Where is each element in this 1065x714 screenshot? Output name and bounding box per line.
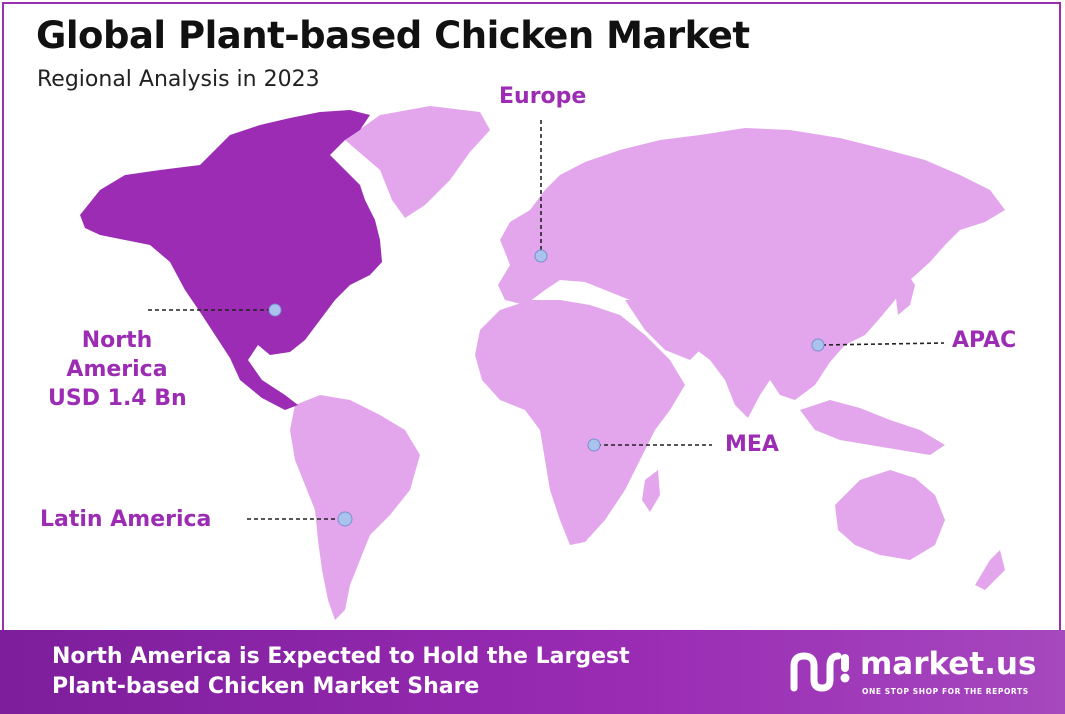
region-south-america: [290, 395, 420, 620]
label-apac: APAC: [952, 328, 1017, 353]
region-madagascar: [642, 470, 660, 512]
market-us-logo-icon: [790, 652, 850, 692]
marker-europe: [534, 249, 548, 263]
region-scandinavia: [545, 170, 605, 232]
region-japan: [895, 270, 915, 315]
leader-lines: [148, 120, 945, 520]
footer-line-2: Plant-based Chicken Market Share: [52, 674, 480, 699]
label-europe: Europe: [499, 84, 587, 109]
highlighted-region-north-america: [80, 110, 382, 410]
page-title: Global Plant-based Chicken Market: [36, 14, 750, 57]
label-north-america: North America USD 1.4 Bn: [48, 326, 187, 413]
region-arctic-islands: [235, 120, 300, 158]
footer-banner: North America is Expected to Hold the La…: [0, 630, 1065, 714]
page-subtitle: Regional Analysis in 2023: [37, 67, 320, 92]
brand-tagline: ONE STOP SHOP FOR THE REPORTS: [862, 687, 1029, 696]
world-map: [80, 106, 1005, 620]
brand: market.us ONE STOP SHOP FOR THE REPORTS: [790, 646, 1040, 706]
label-north-america-value: USD 1.4 Bn: [48, 386, 187, 411]
brand-name: market.us: [860, 646, 1037, 682]
region-north-america: [80, 110, 382, 410]
other-regions: [290, 106, 1005, 620]
label-north-america-line2: America: [66, 357, 168, 382]
region-new-zealand: [975, 550, 1005, 590]
region-eurasia: [498, 128, 1005, 418]
region-se-asia: [800, 400, 945, 455]
region-middle-east: [625, 300, 705, 360]
label-north-america-line1: North: [81, 328, 153, 353]
label-latin-america: Latin America: [40, 507, 212, 532]
marker-north-america: [268, 303, 282, 317]
region-greenland: [345, 106, 490, 218]
region-markers: [268, 249, 825, 527]
leader-line-apac: [821, 342, 945, 346]
region-australia: [835, 470, 945, 560]
label-mea: MEA: [725, 432, 779, 457]
region-uk: [505, 232, 522, 256]
footer-text: North America is Expected to Hold the La…: [52, 642, 630, 702]
footer-line-1: North America is Expected to Hold the La…: [52, 644, 630, 669]
marker-mea: [587, 438, 601, 452]
marker-latin-america: [337, 511, 353, 527]
marker-apac: [811, 338, 825, 352]
region-africa: [475, 300, 685, 545]
